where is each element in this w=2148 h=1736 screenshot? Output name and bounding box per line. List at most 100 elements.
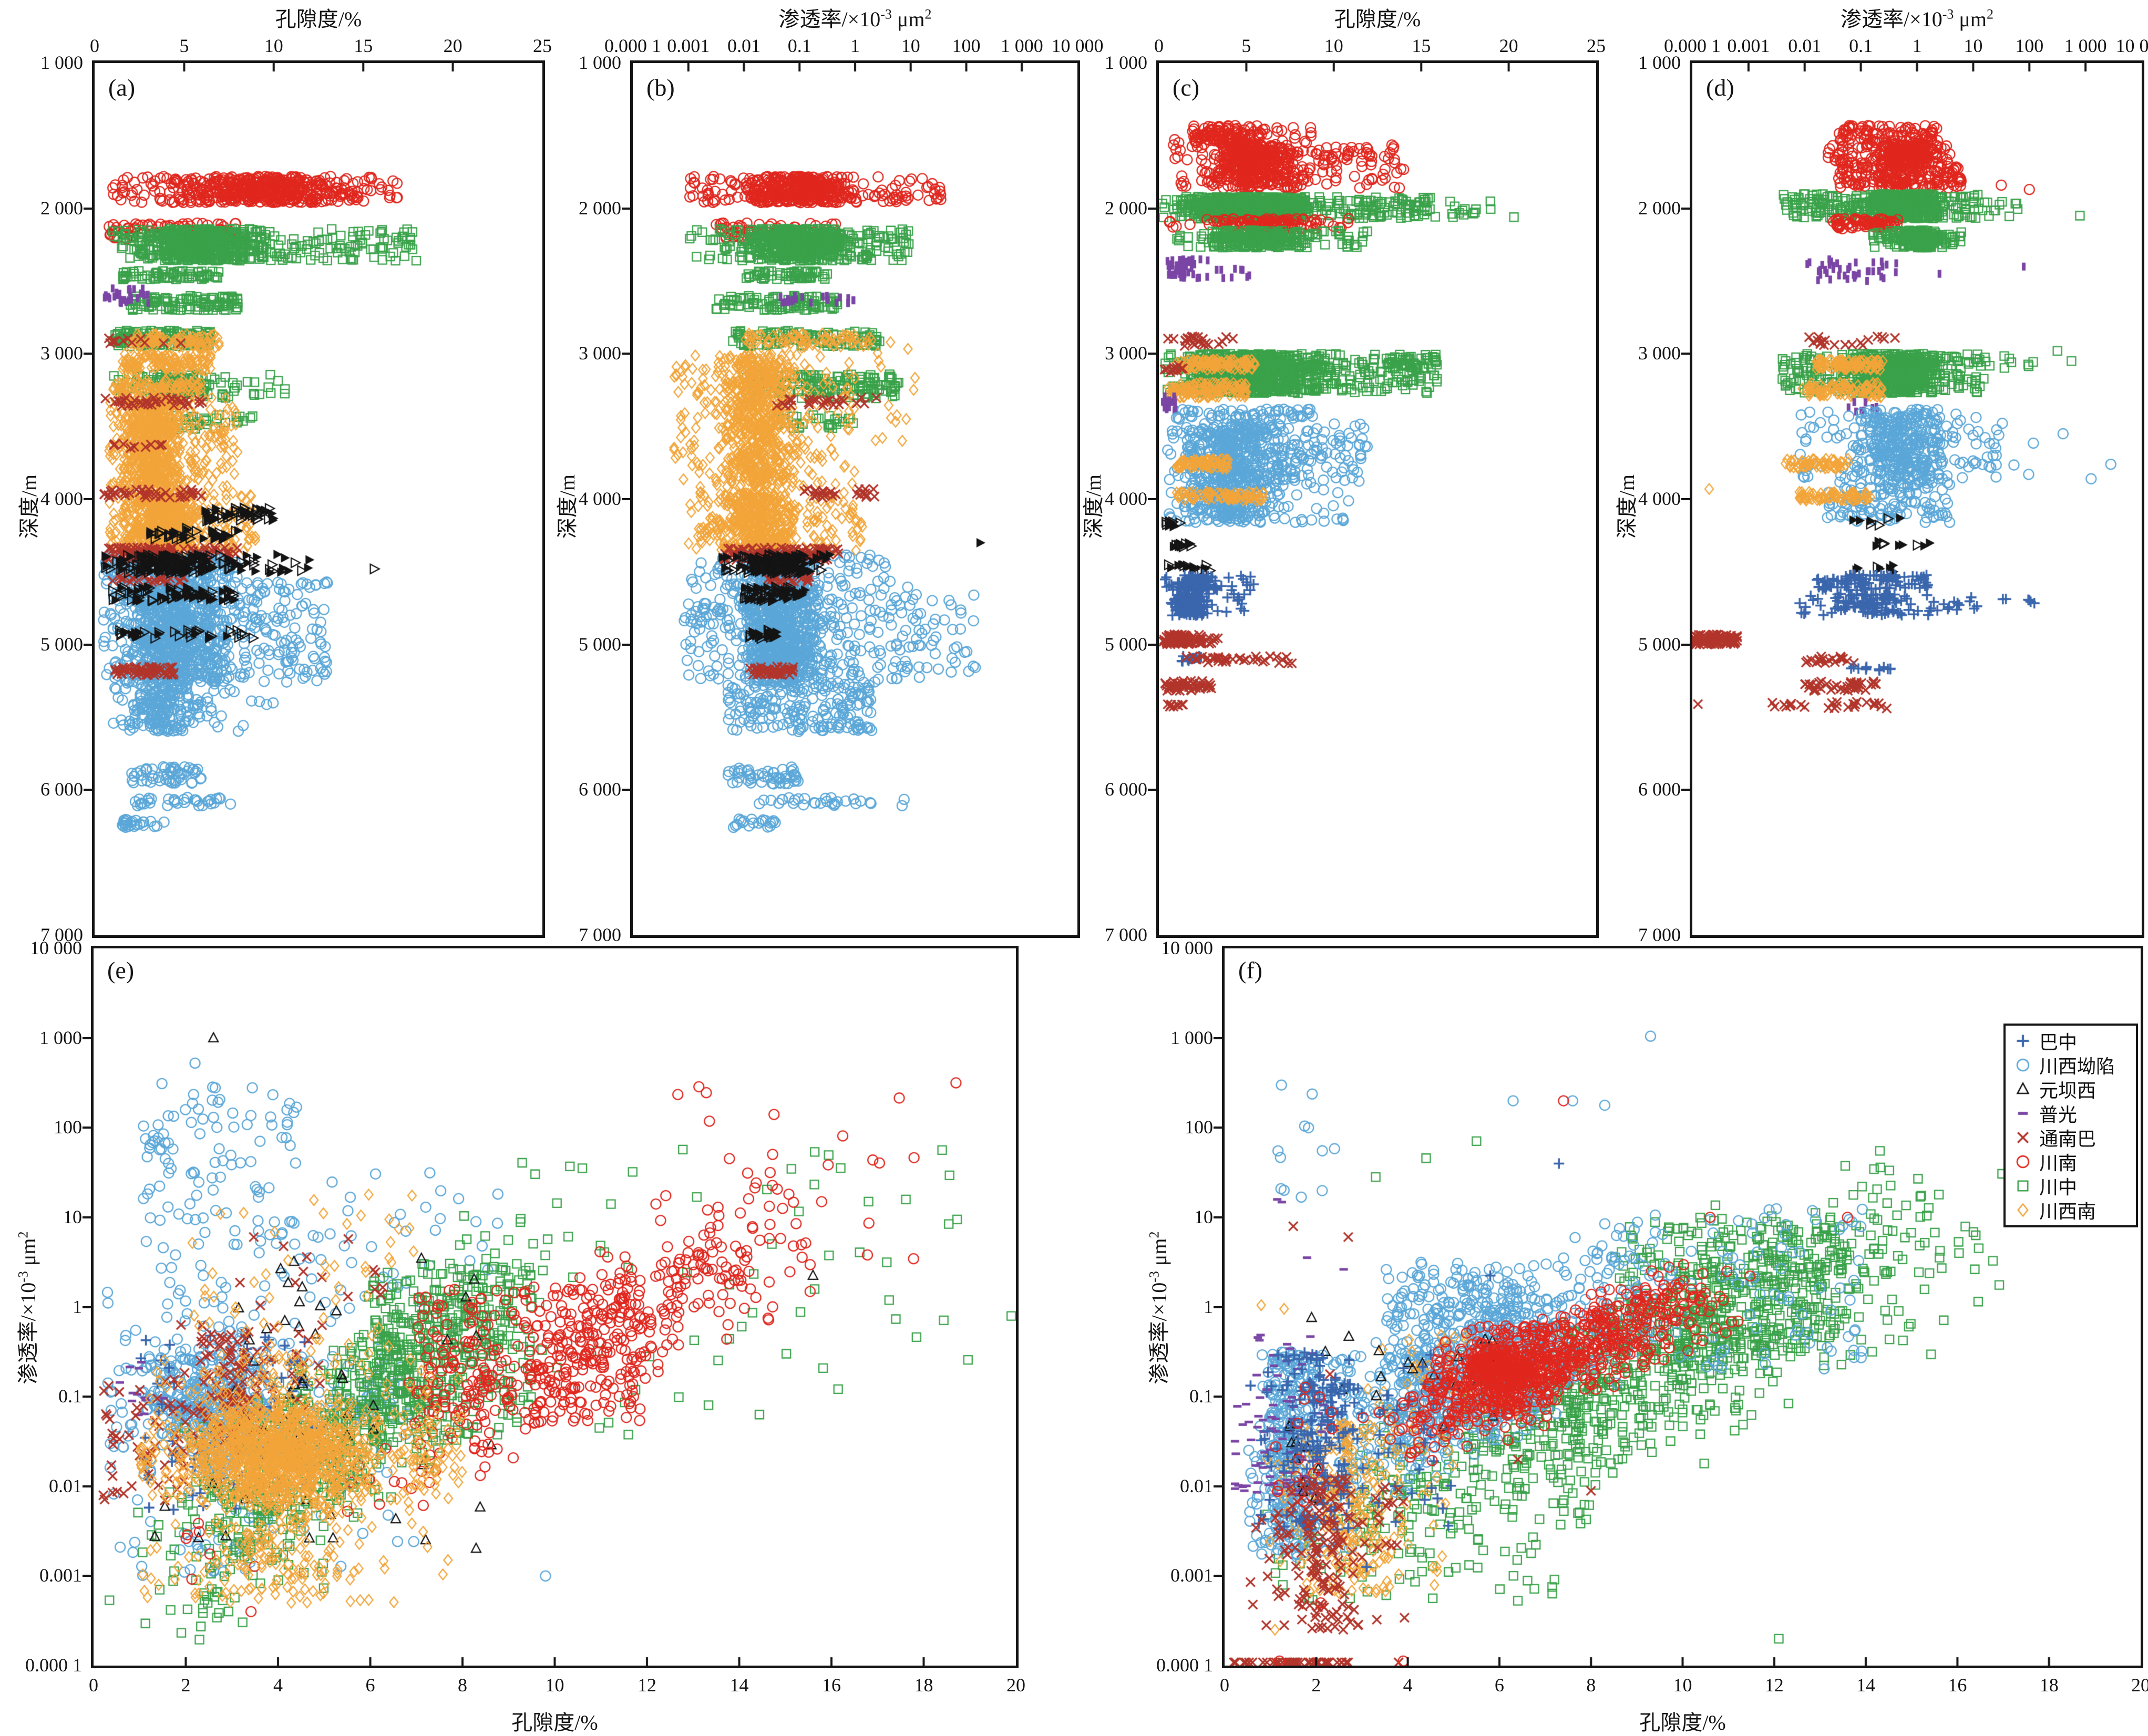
tick-label: 0 xyxy=(1154,35,1164,56)
axis-tick xyxy=(622,207,630,210)
panel-a-x-axis-title: 孔隙度/% xyxy=(275,7,362,31)
tick-label: 20 xyxy=(2131,1675,2148,1696)
tick-label: 7 000 xyxy=(40,924,83,945)
panel-c-plot-area xyxy=(1156,60,1599,938)
axis-tick xyxy=(622,353,630,355)
tick-label: 25 xyxy=(1587,35,1606,56)
tick-label: 6 000 xyxy=(579,779,621,800)
tick-label: 6 xyxy=(1494,1675,1504,1696)
tick-label: 10 000 xyxy=(1051,35,1104,56)
tick-label: 6 000 xyxy=(40,779,83,800)
legend-item-label: 普光 xyxy=(2039,1104,2078,1125)
permeability-label-unit: μm xyxy=(891,7,925,31)
permeability-label-unit: μm xyxy=(1954,7,1987,31)
tick-label: 10 000 xyxy=(30,937,82,958)
axis-tick xyxy=(1681,498,1690,500)
legend-item-tongnanba: 通南巴 xyxy=(2006,1125,2136,1150)
permeability-label-unit-exp: 2 xyxy=(1146,1231,1162,1238)
legend-item-bazhong: 巴中 xyxy=(2006,1029,2136,1053)
tick-label: 0.000 1 xyxy=(604,35,661,56)
tick-label: 1 000 xyxy=(579,52,621,73)
panel-d-plot-area xyxy=(1690,60,2144,938)
axis-tick xyxy=(622,789,630,791)
panel-f-scatter-canvas xyxy=(1225,948,2141,1666)
tri-marker-icon xyxy=(2011,1079,2035,1100)
tick-label: 10 xyxy=(1964,35,1983,56)
permeability-label-unit: μm xyxy=(16,1238,40,1272)
tick-label: 4 000 xyxy=(1105,488,1147,509)
tick-label: 10 xyxy=(545,1675,564,1696)
tick-label: 10 xyxy=(1673,1675,1692,1696)
tick-label: 3 000 xyxy=(1105,343,1147,364)
panel-d-x-axis-title: 渗透率/×10-3 μm2 xyxy=(1692,2,2142,33)
tick-label: 10 xyxy=(1194,1206,1213,1227)
tick-label: 0.1 xyxy=(58,1386,82,1407)
axis-tick xyxy=(84,643,92,646)
panel-e-letter: (e) xyxy=(107,957,135,984)
axis-tick xyxy=(83,1575,91,1577)
tick-label: 1 000 xyxy=(39,1027,82,1048)
tick-label: 5 000 xyxy=(1638,633,1681,655)
tick-label: 8 xyxy=(458,1675,467,1696)
tick-label: 4 xyxy=(1403,1675,1413,1696)
panel-c-letter: (c) xyxy=(1173,74,1200,101)
dash-marker-icon xyxy=(2011,1103,2035,1124)
tick-label: 2 xyxy=(181,1675,191,1696)
tick-label: 100 xyxy=(2015,35,2044,56)
axis-tick xyxy=(83,1485,91,1487)
tick-label: 0.01 xyxy=(1788,35,1822,56)
tick-label: 3 000 xyxy=(579,343,621,364)
axis-tick xyxy=(1214,1216,1222,1218)
panel-b-x-axis-title: 渗透率/×10-3 μm2 xyxy=(633,2,1077,33)
legend-item-yuanbaxi: 元坝西 xyxy=(2006,1077,2136,1101)
tick-label: 0.001 xyxy=(1727,35,1770,56)
tick-label: 0.000 1 xyxy=(1156,1655,1213,1676)
tick-label: 2 000 xyxy=(1638,197,1681,219)
square-marker-icon xyxy=(2011,1175,2035,1196)
tick-label: 25 xyxy=(533,35,552,56)
axis-tick xyxy=(83,1306,91,1308)
tick-label: 0.01 xyxy=(49,1475,82,1496)
tick-label: 14 xyxy=(729,1675,749,1696)
axis-tick xyxy=(1148,498,1156,500)
legend: 巴中 川西坳陷 元坝西 普光 通南巴 川南 川中 川西南 xyxy=(2003,1024,2138,1227)
legend-item-chuanxi: 川西坳陷 xyxy=(2006,1053,2136,1077)
tick-label: 100 xyxy=(952,35,981,56)
tick-label: 1 xyxy=(850,35,860,56)
legend-item-label: 元坝西 xyxy=(2039,1080,2096,1101)
tick-label: 7 000 xyxy=(579,924,621,945)
permeability-label-unit: μm xyxy=(1147,1238,1171,1272)
panel-e-plot-area xyxy=(91,946,1019,1668)
tick-label: 1 000 xyxy=(1170,1027,1213,1048)
axis-tick xyxy=(1214,1485,1222,1487)
legend-item-chuannan: 川南 xyxy=(2006,1150,2136,1174)
tick-label: 12 xyxy=(1764,1675,1784,1696)
tick-label: 0.1 xyxy=(1849,35,1873,56)
axis-tick xyxy=(1214,1037,1222,1039)
tick-label: 18 xyxy=(2039,1675,2059,1696)
axis-tick xyxy=(1148,789,1156,791)
axis-tick xyxy=(1214,1575,1222,1577)
tick-label: 16 xyxy=(1948,1675,1967,1696)
tick-label: 7 000 xyxy=(1105,924,1147,945)
tick-label: 0.1 xyxy=(1189,1386,1213,1407)
tick-label: 2 000 xyxy=(1105,197,1147,219)
tick-label: 10 xyxy=(63,1206,82,1227)
panel-d-scatter-canvas xyxy=(1692,63,2142,935)
legend-item-puguang: 普光 xyxy=(2006,1101,2136,1125)
plus-marker-icon xyxy=(2011,1030,2035,1051)
tick-label: 2 000 xyxy=(40,197,83,219)
axis-tick xyxy=(1681,643,1690,646)
tick-label: 16 xyxy=(822,1675,841,1696)
permeability-label-base: 渗透率/×10 xyxy=(778,7,881,31)
tick-label: 6 xyxy=(365,1675,375,1696)
axis-tick xyxy=(1148,353,1156,355)
axis-tick xyxy=(1681,207,1690,210)
axis-tick xyxy=(84,353,92,355)
tick-label: 14 xyxy=(1856,1675,1876,1696)
tick-label: 0.01 xyxy=(1180,1475,1213,1496)
axis-tick xyxy=(83,1216,91,1218)
tick-label: 6 000 xyxy=(1105,779,1147,800)
tick-label: 1 000 xyxy=(40,52,83,73)
tick-label: 10 xyxy=(1324,35,1343,56)
